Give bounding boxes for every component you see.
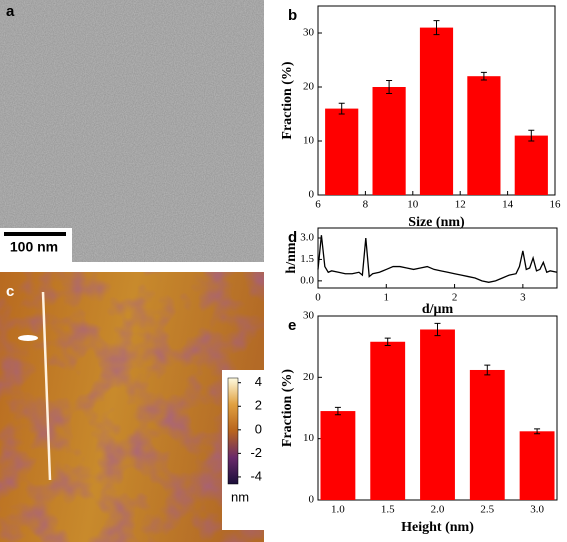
colorbar — [227, 377, 239, 485]
panel-label: c — [6, 283, 14, 300]
colorbar-tick-label: 2 — [255, 398, 262, 413]
y-tick-label: 0.0 — [300, 274, 314, 286]
bar — [519, 431, 555, 500]
y-tick-label: 0 — [309, 494, 315, 506]
y-tick-label: 3.0 — [300, 232, 314, 244]
x-axis-label: Height (nm) — [401, 520, 474, 535]
x-tick-label: 0 — [315, 292, 321, 304]
x-tick-label: 1.0 — [331, 504, 345, 516]
y-tick-label: 30 — [303, 27, 315, 39]
error-bar — [433, 20, 440, 36]
tem-texture — [0, 0, 264, 262]
y-tick-label: 30 — [303, 310, 315, 322]
error-bar — [528, 129, 535, 142]
y-tick-label: 10 — [303, 432, 315, 444]
bar — [469, 369, 505, 500]
y-axis-label: Fraction (%) — [280, 61, 295, 139]
bar — [320, 411, 356, 500]
afm-feature — [18, 335, 38, 341]
bar — [467, 76, 501, 195]
error-bar — [484, 364, 491, 376]
y-tick-label: 0 — [309, 189, 315, 201]
panel-label: e — [288, 317, 296, 334]
bar — [420, 329, 455, 500]
colorbar-tick-label: 0 — [255, 421, 262, 436]
scale-bar — [4, 232, 66, 236]
y-tick-label: 20 — [303, 371, 315, 383]
error-bar — [480, 71, 487, 81]
bar — [514, 135, 548, 195]
error-bar — [386, 80, 393, 94]
colorbar-tick-label: -2 — [250, 445, 262, 460]
x-tick-label: 12 — [455, 199, 466, 211]
panel-label: b — [288, 7, 297, 24]
bar — [370, 341, 406, 500]
x-tick-label: 1 — [384, 292, 390, 304]
x-tick-label: 2.0 — [431, 504, 445, 516]
x-tick-label: 8 — [363, 199, 369, 211]
y-axis-label: Fraction (%) — [280, 369, 295, 447]
bar — [419, 27, 454, 195]
x-axis-label: d/μm — [422, 302, 454, 317]
x-tick-label: 6 — [315, 199, 321, 211]
x-tick-label: 3.0 — [530, 504, 544, 516]
panel-label: a — [6, 3, 15, 20]
y-axis-label: h/nm — [284, 242, 299, 273]
error-bar — [334, 406, 341, 416]
y-tick-label: 1.5 — [300, 253, 314, 265]
error-bar — [534, 428, 541, 435]
panel-label: d — [288, 229, 297, 246]
error-bar — [434, 322, 441, 337]
bar — [325, 108, 359, 195]
error-bar — [338, 102, 345, 115]
profile — [317, 235, 558, 283]
bar — [372, 87, 406, 195]
error-bar — [384, 337, 391, 346]
axes-frame — [317, 227, 558, 289]
scale-bar-label: 100 nm — [10, 239, 58, 255]
x-tick-label: 10 — [407, 199, 419, 211]
profile-line — [41, 291, 52, 481]
y-tick-label: 20 — [303, 81, 315, 93]
x-tick-label: 2 — [452, 292, 458, 304]
x-axis-label: Size (nm) — [408, 215, 465, 230]
colorbar-unit: nm — [231, 489, 249, 504]
colorbar-tick-label: -4 — [250, 468, 262, 483]
x-tick-label: 2.5 — [480, 504, 494, 516]
x-tick-label: 14 — [502, 199, 514, 211]
x-tick-label: 1.5 — [381, 504, 395, 516]
colorbar-tick-label: 4 — [255, 374, 262, 389]
x-tick-label: 3 — [520, 292, 526, 304]
y-tick-label: 10 — [303, 135, 315, 147]
x-tick-label: 16 — [550, 199, 562, 211]
